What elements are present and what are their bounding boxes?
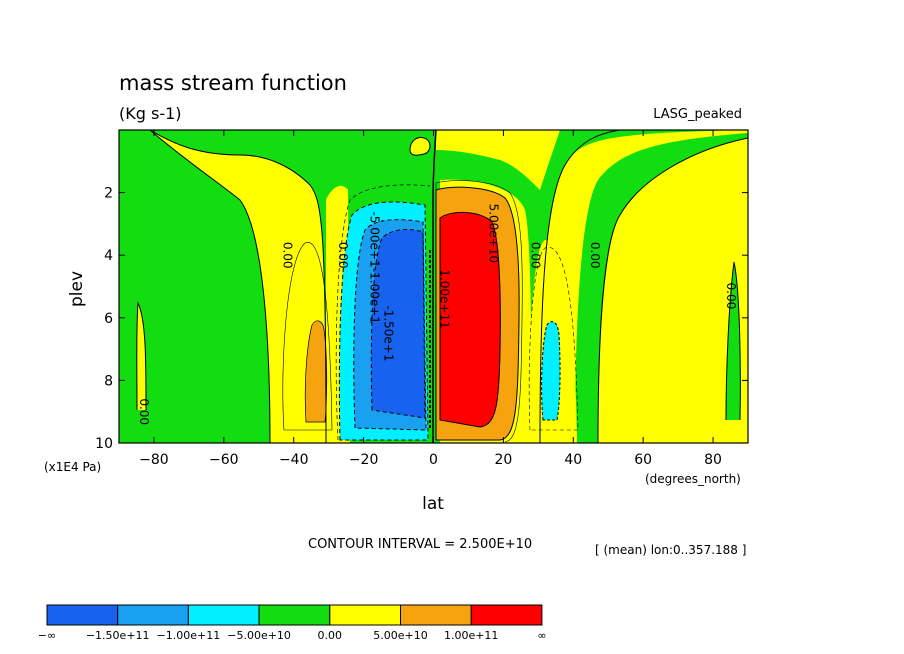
y-units: (x1E4 Pa) [44,460,101,474]
colorbar-swatch [187,604,260,626]
band-yellow-island [410,137,430,156]
x-tick-label: −80 [139,452,169,468]
band-green-east-strip [726,262,741,420]
contour-south-core-outer [282,242,333,431]
averaging-note: [ (mean) lon:0..357.188 ] [595,543,746,557]
contour-label: -5.00e+1 [368,211,382,267]
contour-label: 0.00 [336,242,350,269]
band-red-north [440,212,501,427]
contour-island [409,137,431,156]
colorbar-label: ∞ [537,629,546,642]
y-axis-title: plev [67,271,87,307]
y-tick-label: 4 [104,248,113,264]
contour-west-strip [136,301,147,411]
contour-south-cell-2 [338,201,429,441]
colorbar-swatch [46,604,119,626]
colorbar-swatch [400,604,472,626]
colorbar-swatch [329,604,401,626]
colorbar-label: −∞ [38,629,56,642]
colorbar: −∞ −1.50e+11 −1.00e+11 −5.00e+10 0.00 5.00e+1… [38,604,546,642]
contour-label: 0.00 [137,398,151,425]
colorbar-label: −5.00e+10 [227,629,291,642]
x-tick-label: 80 [704,452,722,468]
band-yellow-north-top [436,130,560,190]
y-axis: 2 4 6 8 10 [95,186,748,452]
contour-label: 0.00 [724,283,738,310]
colorbar-swatch [258,604,331,626]
x-axis: −80 −60 −40 −20 0 20 40 60 80 [139,130,722,468]
x-tick-label: −20 [349,452,379,468]
y-tick-label: 6 [104,311,113,327]
contour-south-core-inner [304,320,328,423]
contour-zero-south [149,130,327,443]
contour-north-cell-2 [435,186,520,441]
contour-lines [136,130,748,443]
x-tick-label: 40 [564,452,582,468]
contour-label: -1.50e+1 [382,305,396,361]
contour-label: -1.00e+1 [368,268,382,324]
y-tick-label: 8 [104,373,113,389]
band-blue-south [371,229,425,418]
colorbar-swatch [117,604,189,626]
contour-interval: CONTOUR INTERVAL = 2.500E+10 [308,537,532,552]
colorbar-swatch [470,604,543,626]
band-orange-south-core [305,320,327,422]
contour-east-strip [725,261,741,421]
colorbar-label: −1.50e+11 [86,629,150,642]
contour-zero-north-inner [597,137,748,443]
contour-north-cell-3 [439,212,501,428]
contour-label: 1.00e+11 [437,269,451,328]
x-tick-label: 0 [429,452,438,468]
contour-zero-equator [432,130,437,443]
contour-zero-south-inner [149,130,271,443]
x-tick-label: −40 [279,452,309,468]
contour-label: 0.00 [280,242,294,269]
contour-label: 5.00e+10 [486,204,500,263]
colorbar-label: 1.00e+11 [444,629,498,642]
contour-labels: 0.00 0.00 0.00 0.00 0.00 0.00 -5.00e+1-1.00e+1… [137,204,738,425]
x-units: (degrees_north) [645,472,741,486]
y-tick-label: 2 [104,186,113,202]
colorbar-label: 5.00e+10 [373,629,427,642]
x-axis-title: lat [422,494,444,514]
dataset-label: LASG_peaked [653,107,742,122]
contour-label: 0.00 [528,242,542,269]
band-cyan-north-core [541,321,561,420]
y-tick-label: 10 [95,436,113,452]
colorbar-label: −1.00e+11 [157,629,221,642]
contour-north-core-inner [541,321,561,421]
contour-north-cell-1 [435,180,523,443]
contour-zero-north [539,130,621,443]
contour-south-cell-1 [335,184,431,441]
chart-units: (Kg s-1) [119,104,182,123]
contour-north-core-outer [528,247,579,431]
x-tick-label: 60 [634,452,652,468]
colorbar-label: 0.00 [318,629,343,642]
x-tick-label: 20 [494,452,512,468]
x-tick-label: −60 [209,452,239,468]
band-yellow-north [540,130,748,443]
contour-label: 0.00 [588,242,602,269]
chart-title: mass stream function [119,71,347,95]
